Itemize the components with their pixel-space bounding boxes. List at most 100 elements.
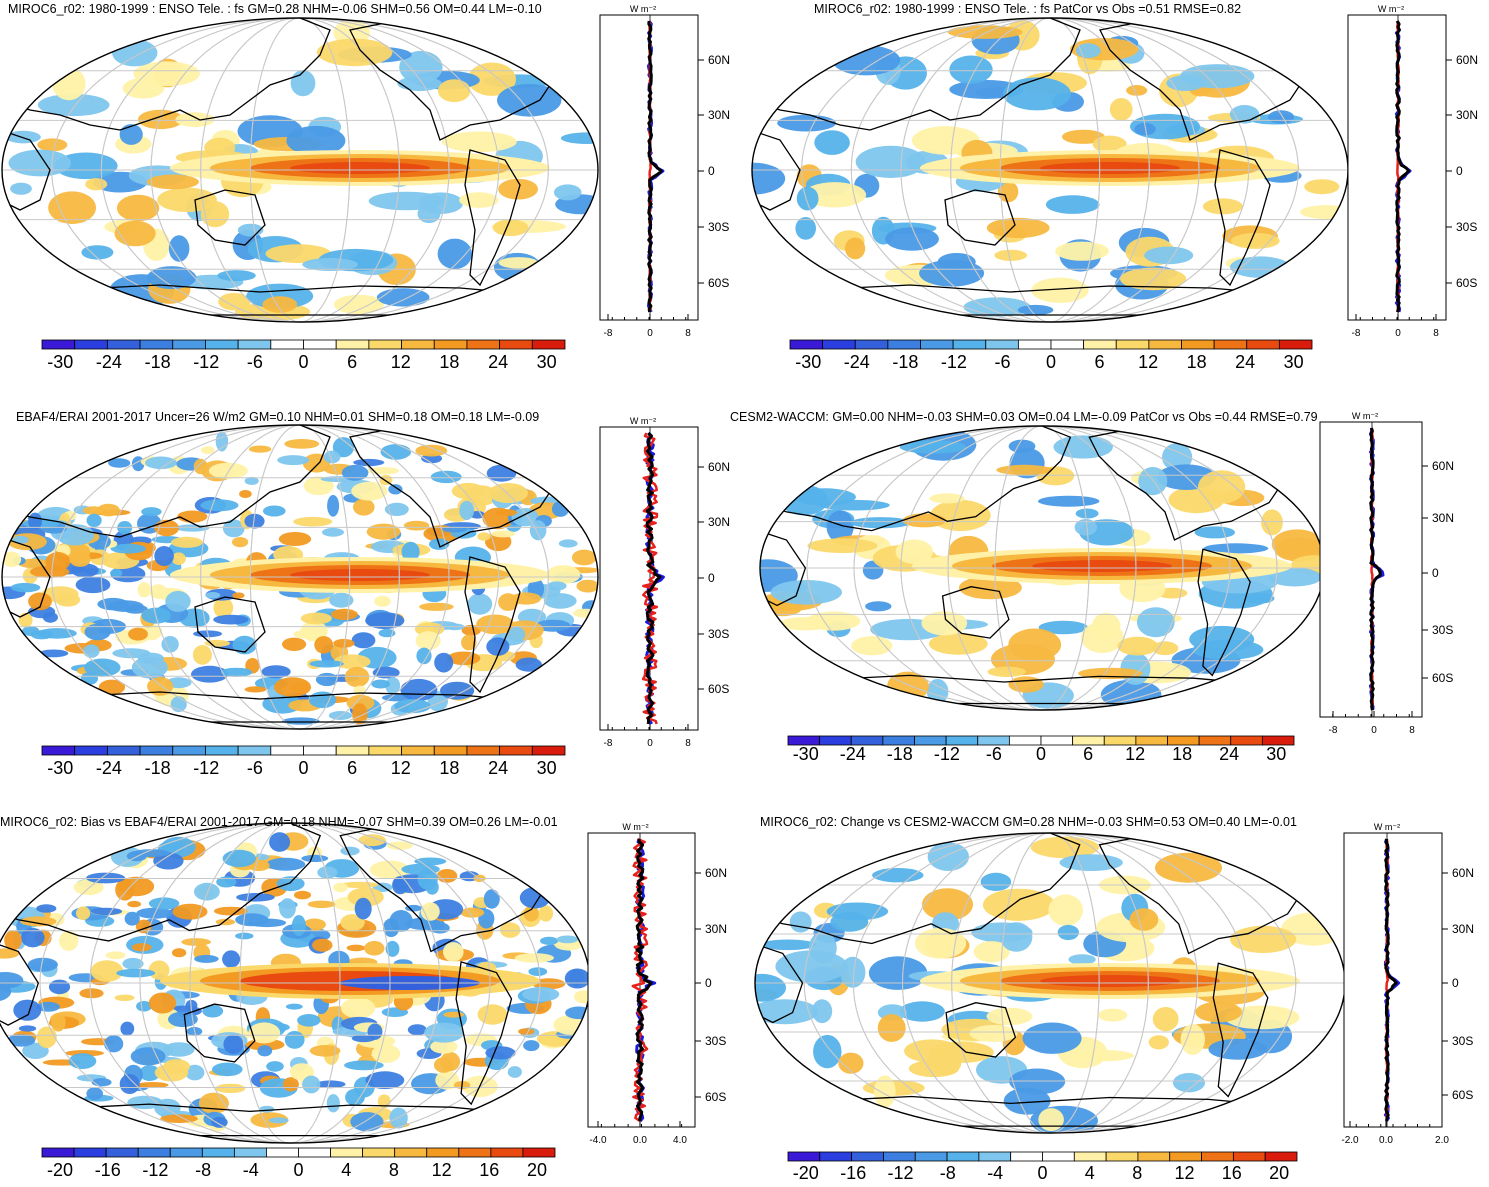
colorbar-swatch	[237, 745, 272, 756]
colorbar-swatch	[1083, 339, 1117, 350]
colorbar-tick-label: 8	[1132, 1163, 1142, 1183]
profile-xtick-label: 8	[685, 738, 691, 749]
colorbar-swatch	[1017, 339, 1052, 350]
profile-xtick-label: 0.0	[1379, 1135, 1393, 1146]
map	[754, 832, 1346, 1134]
colorbar-tick-label: -30	[793, 744, 819, 764]
colorbar-tick-label: -12	[887, 1163, 913, 1183]
colorbar-swatch	[522, 1147, 556, 1158]
colorbar-tick-label: -20	[793, 1163, 819, 1183]
colorbar-swatch	[1050, 339, 1085, 350]
colorbar-swatch	[74, 339, 108, 350]
panel-title: EBAF4/ERAI 2001-2017 Uncer=26 W/m2 GM=0.…	[16, 410, 540, 424]
colorbar-swatch	[303, 339, 337, 350]
profile-units: W m⁻²	[1352, 411, 1378, 421]
panel-enso-patcor: W m⁻² 60N 30N 0 30S 60S -8 0 8 -30 -24 -18 -12 -6 0 6 12…	[750, 0, 1489, 390]
colorbar-tick-label: -18	[892, 352, 918, 372]
graticule	[755, 833, 1345, 1133]
colorbar-swatch	[362, 1147, 396, 1158]
colorbar-swatch	[978, 1151, 1012, 1162]
colorbar-tick-label: -12	[193, 758, 219, 778]
colorbar-tick-label: 4	[341, 1160, 351, 1180]
colorbar-swatch	[1073, 1151, 1107, 1162]
colorbar-swatch	[1169, 1151, 1202, 1162]
colorbar-swatch	[1115, 339, 1150, 350]
colorbar-swatch	[1042, 1151, 1075, 1162]
colorbar-tick-label: -6	[247, 352, 263, 372]
colorbar-swatch	[335, 745, 370, 756]
colorbar-swatch	[266, 1147, 299, 1158]
colorbar-tick-label: -24	[96, 758, 122, 778]
profile-xtick-label: 0	[1371, 725, 1377, 736]
panel-figure: W m⁻² 60N 30N 0 30S 60S -8 0 8 -30 -24 -18 -12 -6 0 6 12…	[1, 4, 730, 372]
colorbar-tick-label: 18	[439, 352, 459, 372]
profile-ytick-label: 60S	[705, 1090, 726, 1104]
colorbar-swatch	[920, 339, 954, 350]
panel-title: MIROC6_r02: Change vs CESM2-WACCM GM=0.2…	[760, 815, 1297, 829]
colorbar: -20 -16 -12 -8 -4 0 4 8 12 16 20	[787, 1151, 1298, 1183]
colorbar-swatch	[1278, 339, 1313, 350]
profile-ytick-label: 60S	[1456, 276, 1477, 290]
colorbar-tick-label: 30	[1284, 352, 1304, 372]
colorbar-tick-label: 18	[439, 758, 459, 778]
panel-figure: W m⁻² 60N 30N 0 30S 60S -8 0 8 -30 -24 -18 -12 -6 0 6 12…	[751, 4, 1478, 372]
graticule	[2, 425, 598, 729]
profile-ytick-label: 60N	[708, 460, 730, 474]
colorbar-tick-label: 6	[347, 758, 357, 778]
colorbar-tick-label: 12	[1138, 352, 1158, 372]
colorbar-swatch	[1261, 735, 1295, 746]
colorbar-tick-label: 12	[432, 1160, 452, 1180]
colorbar-swatch	[106, 745, 141, 756]
profile-ytick-label: 30N	[1452, 922, 1474, 936]
graticule	[760, 426, 1324, 710]
profile-units: W m⁻²	[622, 822, 648, 832]
colorbar-swatch	[531, 745, 566, 756]
profile-ytick-label: 0	[1456, 164, 1463, 178]
colorbar-tick-label: 16	[1222, 1163, 1242, 1183]
colorbar-tick-label: -12	[193, 352, 219, 372]
profile-ytick-label: 60N	[705, 866, 727, 880]
colorbar-tick-label: 6	[1094, 352, 1104, 372]
colorbar-tick-label: 0	[1036, 744, 1046, 764]
colorbar-swatch	[237, 339, 272, 350]
profile-ytick-label: 60N	[1432, 459, 1454, 473]
profile-ytick-label: 30N	[1432, 511, 1454, 525]
colorbar-tick-label: 12	[391, 352, 411, 372]
colorbar-tick-label: 16	[479, 1160, 499, 1180]
colorbar-swatch	[1264, 1151, 1298, 1162]
profile-ytick-label: 60S	[708, 276, 729, 290]
contour-fill	[5, 19, 598, 321]
colorbar-swatch	[139, 745, 174, 756]
zonal-mean-profile: W m⁻² 60N 30N 0 30S 60S -4.0 0.0 4.0	[587, 822, 727, 1146]
colorbar-swatch	[883, 1151, 916, 1162]
colorbar-tick-label: 12	[391, 758, 411, 778]
colorbar-tick-label: 18	[1187, 352, 1207, 372]
colorbar-swatch	[172, 339, 206, 350]
profile-xtick-label: -8	[1352, 328, 1361, 339]
colorbar-swatch	[499, 339, 533, 350]
profile-ytick-label: 30S	[1432, 623, 1453, 637]
panel-cesm2-waccm: W m⁻² 60N 30N 0 30S 60S -8 0 8 -30 -24 -18 -12 -6 0 6 12…	[730, 400, 1489, 790]
colorbar-tick-label: 12	[1125, 744, 1145, 764]
colorbar-tick-label: 30	[537, 352, 557, 372]
profile-units: W m⁻²	[630, 4, 656, 14]
colorbar-tick-label: 30	[537, 758, 557, 778]
colorbar-swatch	[458, 1147, 492, 1158]
colorbar-tick-label: -18	[145, 352, 171, 372]
colorbar-swatch	[1213, 339, 1248, 350]
colorbar-swatch	[303, 745, 337, 756]
colorbar-tick-label: 4	[1085, 1163, 1095, 1183]
colorbar-swatch	[1181, 339, 1215, 350]
profile-xtick-label: 4.0	[673, 1135, 687, 1146]
colorbar-swatch	[41, 745, 76, 756]
colorbar-tick-label: -8	[195, 1160, 211, 1180]
colorbar-swatch	[201, 1147, 235, 1158]
profile-xtick-label: -2.0	[1341, 1135, 1359, 1146]
colorbar-tick-label: 18	[1172, 744, 1192, 764]
profile-ytick-label: 30S	[708, 627, 729, 641]
profile-ytick-label: 30S	[1456, 220, 1477, 234]
colorbar-swatch	[270, 339, 304, 350]
colorbar-tick-label: 6	[347, 352, 357, 372]
colorbar-swatch	[466, 745, 501, 756]
colorbar-swatch	[270, 745, 304, 756]
